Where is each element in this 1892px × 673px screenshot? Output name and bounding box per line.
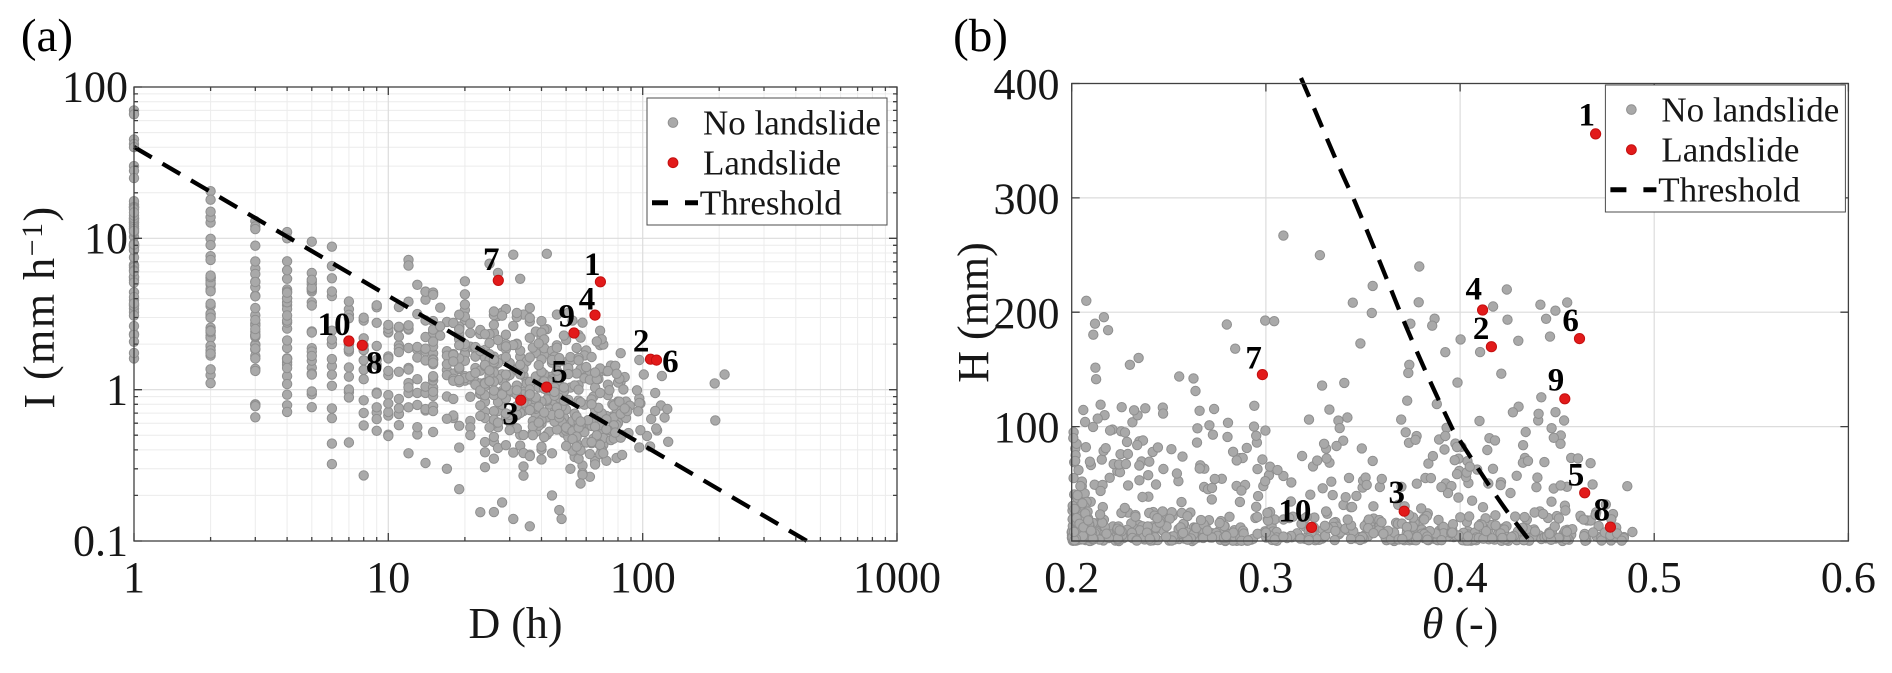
svg-text:0.6: 0.6 [1821,553,1876,602]
svg-text:1: 1 [106,365,128,414]
svg-text:0.5: 0.5 [1627,553,1682,602]
svg-text:100: 100 [994,403,1060,452]
svg-text:4: 4 [579,282,596,318]
svg-text:8: 8 [366,346,383,382]
svg-text:0.1: 0.1 [73,517,128,566]
svg-text:1: 1 [584,247,601,283]
svg-text:8: 8 [1594,492,1611,528]
svg-text:3: 3 [1388,475,1405,511]
svg-text:3: 3 [502,397,519,433]
svg-text:9: 9 [1548,362,1565,398]
svg-text:Landslide: Landslide [703,143,841,182]
svg-text:1000: 1000 [853,553,941,602]
svg-text:Threshold: Threshold [700,183,842,222]
svg-text:θ (-): θ (-) [1422,599,1499,648]
svg-text:2: 2 [1473,311,1490,347]
svg-text:10: 10 [318,307,351,343]
svg-text:2: 2 [633,324,650,360]
svg-text:(a): (a) [21,10,73,62]
svg-text:200: 200 [994,289,1060,338]
svg-text:300: 300 [994,174,1060,223]
svg-text:9: 9 [559,299,576,335]
svg-text:6: 6 [1562,303,1579,339]
svg-text:0.2: 0.2 [1044,553,1099,602]
svg-text:No landslide: No landslide [703,103,881,142]
svg-text:100: 100 [62,63,128,112]
svg-text:D (h): D (h) [468,599,562,648]
svg-text:10: 10 [1278,493,1311,529]
svg-text:Threshold: Threshold [1658,170,1800,209]
svg-text:7: 7 [483,242,500,278]
svg-text:1: 1 [123,553,145,602]
svg-text:10: 10 [366,553,410,602]
svg-text:No landslide: No landslide [1661,90,1839,129]
svg-text:7: 7 [1245,340,1262,376]
svg-text:5: 5 [1568,458,1585,494]
svg-text:0.4: 0.4 [1433,553,1488,602]
svg-text:H (mm): H (mm) [949,242,998,383]
svg-text:0.3: 0.3 [1238,553,1293,602]
svg-text:6: 6 [662,344,679,380]
svg-text:10: 10 [84,214,128,263]
svg-text:400: 400 [994,60,1060,109]
svg-text:5: 5 [551,354,568,390]
svg-text:(b): (b) [953,10,1008,62]
svg-text:4: 4 [1466,271,1483,307]
svg-text:1: 1 [1578,98,1595,134]
svg-text:Landslide: Landslide [1661,130,1799,169]
svg-text:100: 100 [610,553,676,602]
